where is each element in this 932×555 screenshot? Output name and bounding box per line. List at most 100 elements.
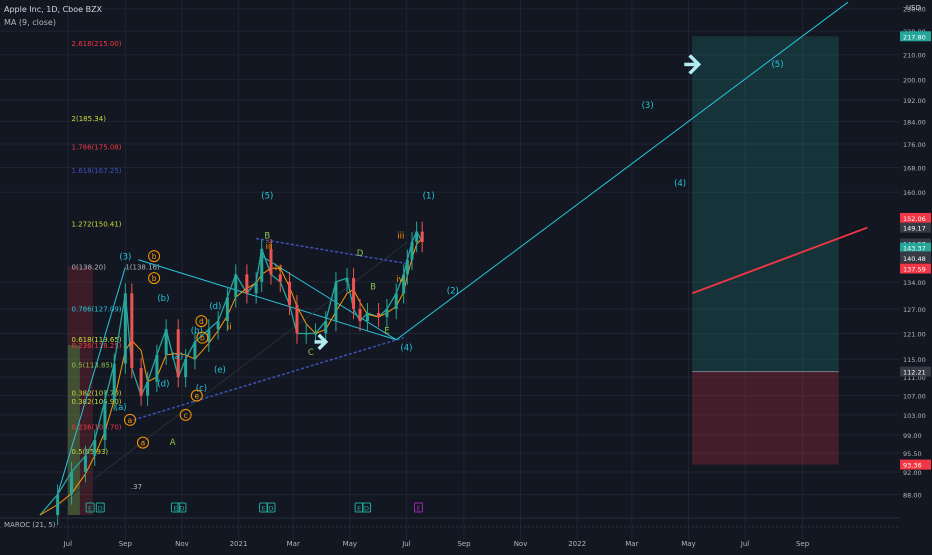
fib-level-label: 0.5(113.85)	[72, 361, 113, 369]
candle-body	[420, 231, 424, 242]
candle-body	[385, 308, 389, 318]
wave-circle	[190, 389, 203, 402]
event-marker	[95, 502, 105, 513]
price-badge-label: 112.21	[903, 369, 926, 377]
wave-circle-label: e	[194, 392, 199, 401]
fib-level-label: 1(138.16)	[125, 263, 160, 271]
candle-body	[184, 359, 188, 378]
position-stop-zone	[692, 371, 839, 465]
fib-level-label: 0.382(107.70)	[72, 389, 122, 397]
event-marker	[177, 502, 187, 513]
wave-circle	[136, 436, 149, 449]
wave-circle-label: b	[152, 252, 157, 261]
wave-label: iv	[396, 275, 403, 285]
price-axis-tick: 88.00	[903, 491, 922, 499]
wave-circle	[196, 331, 209, 344]
price-axis-tick: 121.00	[903, 330, 926, 338]
wave-circle-label: b	[200, 334, 205, 343]
price-axis-tick: 127.00	[903, 306, 926, 314]
wave-label: (b)	[157, 294, 169, 304]
time-axis-tick: 2021	[230, 540, 248, 548]
candle-body	[334, 281, 338, 322]
candle-body	[146, 381, 150, 396]
event-marker-label: D	[98, 505, 103, 513]
wave-label: (1)	[423, 192, 435, 202]
candle-body	[56, 494, 60, 515]
event-marker-label: E	[416, 505, 420, 513]
price-badge	[900, 222, 931, 233]
price-axis-tick: 176.00	[903, 141, 926, 149]
candle-body	[176, 329, 180, 378]
event-marker	[85, 502, 95, 513]
event-marker-label: D	[179, 505, 184, 513]
wave-label: (5)	[771, 60, 783, 70]
wave-label: (a)	[115, 403, 127, 413]
ma-indicator-label[interactable]: MA (9, close)	[4, 18, 56, 27]
fib-level-label: 0.5(95.93)	[72, 448, 109, 456]
time-axis-tick: Nov	[175, 540, 189, 548]
candle-body	[269, 249, 273, 275]
fib-level-label: 0(138.20)	[72, 263, 107, 271]
price-axis-tick: 200.00	[903, 76, 926, 84]
currency-label: USD	[906, 4, 921, 12]
event-marker-label: E	[262, 505, 266, 513]
fib-level-label: 2(185.34)	[72, 115, 107, 123]
wave-label: E	[384, 326, 389, 336]
wave-label: (3)	[119, 253, 131, 263]
time-axis-tick: 2022	[568, 540, 586, 548]
candle-body	[70, 472, 74, 495]
time-axis-tick: Mar	[287, 540, 300, 548]
candle-body	[155, 354, 159, 382]
candle-body	[304, 333, 308, 335]
price-badge	[900, 252, 931, 263]
time-axis-tick: May	[681, 540, 695, 548]
fib-level-label: 1.272(150.41)	[72, 220, 122, 228]
wave-label: (b)	[191, 326, 203, 336]
price-badge	[900, 366, 931, 377]
wave-3-rise-line	[57, 266, 126, 495]
wave-label: (d)	[157, 379, 169, 389]
candle-body	[130, 293, 134, 369]
wave-circle-label: b	[152, 274, 157, 283]
candle-body	[139, 368, 143, 396]
candle-body	[394, 293, 398, 309]
candle-body	[365, 312, 369, 322]
candle-body	[324, 321, 328, 334]
symbol-title[interactable]: Apple Inc, 1D, Cboe BZX	[4, 5, 103, 14]
price-badge-label: 149.17	[903, 225, 926, 233]
wave-label: ii	[227, 322, 232, 332]
event-marker-label: E	[88, 505, 92, 513]
price-badge	[900, 242, 931, 253]
wave-circle-label: d	[199, 317, 204, 326]
candle-body	[352, 278, 356, 309]
wave-label: iii	[266, 242, 273, 252]
price-badge-label: 140.48	[903, 255, 926, 263]
fib-level-label: 0.382(105.90)	[72, 398, 122, 406]
position-profit-zone	[692, 36, 839, 372]
candle-body	[164, 329, 168, 355]
candle-body	[260, 249, 264, 282]
candle-body	[254, 281, 258, 294]
candle-body	[377, 312, 381, 318]
event-marker	[354, 502, 364, 513]
time-axis-tick: Jul	[401, 540, 411, 548]
time-axis-tick: Jul	[63, 540, 73, 548]
price-axis-tick: 92.00	[903, 469, 922, 477]
fib-level-label: .37	[131, 483, 142, 491]
price-badge	[900, 31, 931, 42]
candle-body	[112, 363, 116, 401]
fib-level-label: 2.618(215.00)	[72, 40, 122, 48]
time-axis-tick: Mar	[625, 540, 638, 548]
wave-label: (4)	[674, 179, 686, 189]
wave-circle	[148, 250, 161, 263]
candle-body	[216, 321, 220, 330]
price-axis	[900, 0, 932, 550]
price-axis-tick: 95.50	[903, 450, 922, 458]
candle-body	[415, 231, 419, 242]
projection-line	[261, 1, 849, 341]
maroc-indicator-label[interactable]: MAROC (21, 5)	[4, 521, 56, 529]
candle-body	[103, 400, 107, 441]
candle-body	[234, 274, 238, 298]
